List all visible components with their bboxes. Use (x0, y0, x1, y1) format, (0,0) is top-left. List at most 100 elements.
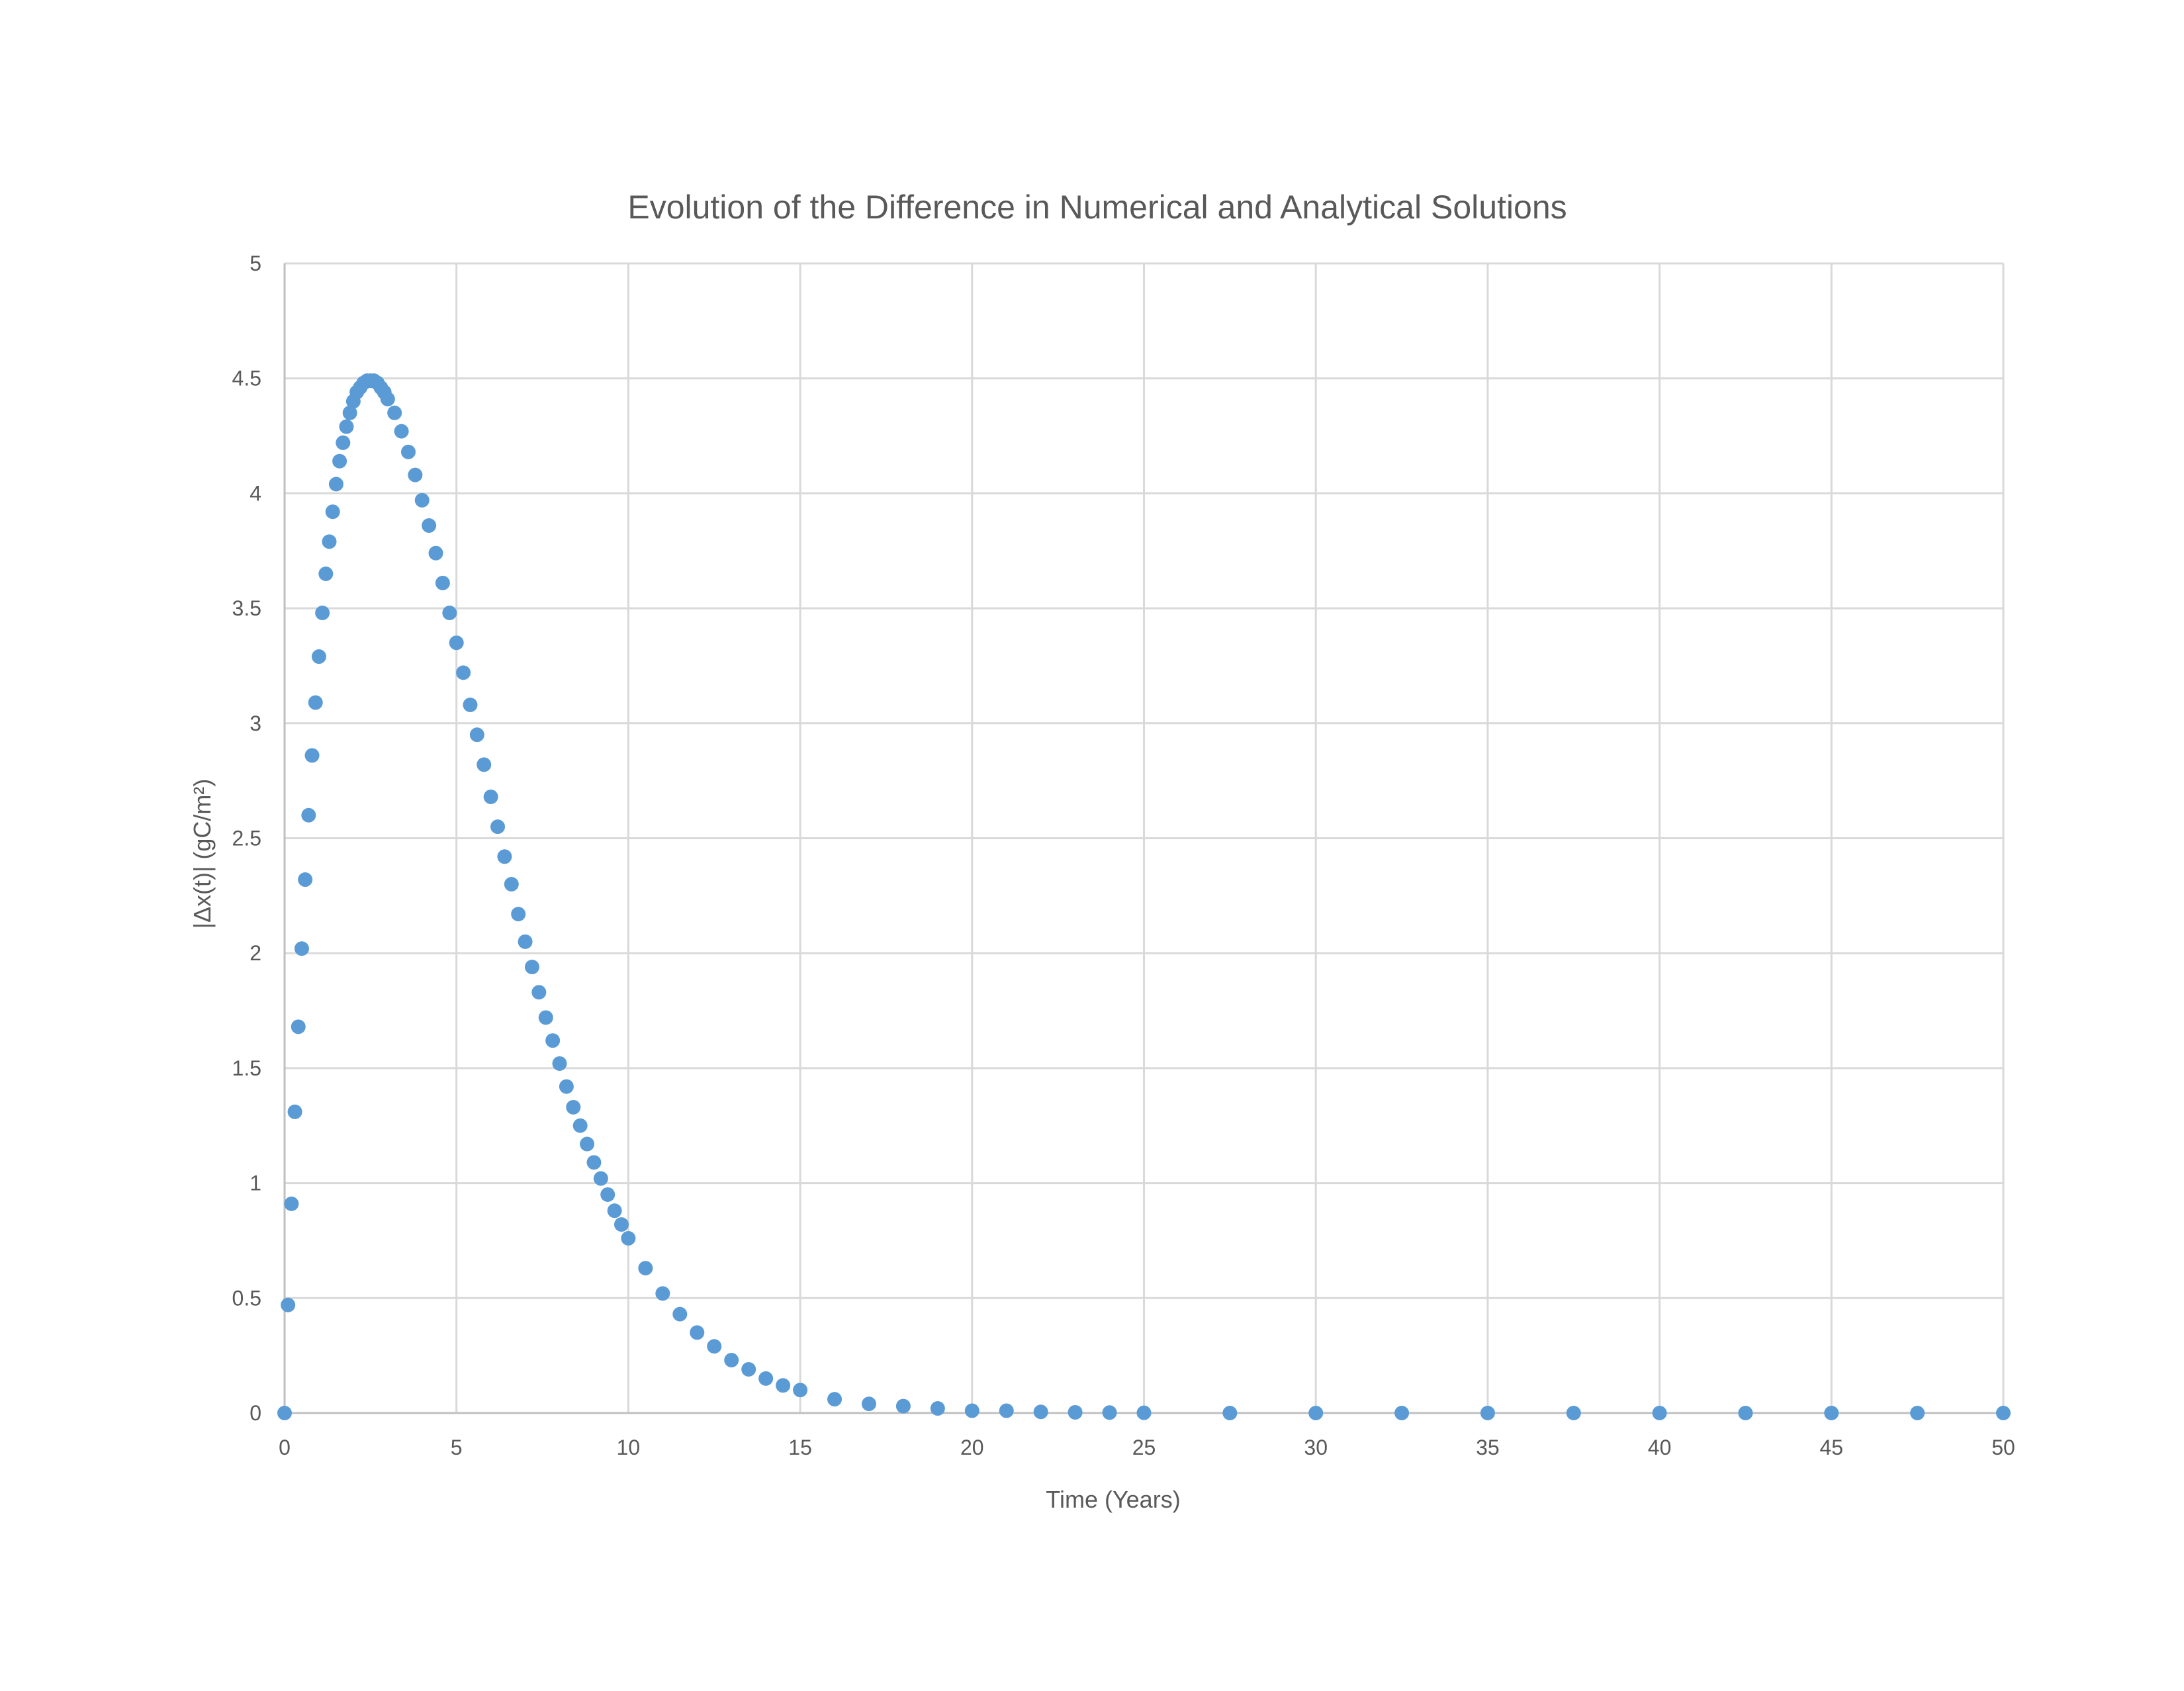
data-point (322, 534, 337, 549)
data-point (301, 807, 316, 823)
y-tick-label: 0.5 (232, 1286, 261, 1310)
y-tick-label: 2.5 (232, 827, 261, 850)
data-point (707, 1339, 722, 1354)
chart-title: Evolution of the Difference in Numerical… (627, 189, 1567, 226)
data-point (1910, 1406, 1925, 1420)
data-point (776, 1378, 791, 1393)
data-point (308, 695, 323, 710)
data-point (408, 467, 423, 482)
data-point (511, 907, 526, 922)
data-point (332, 453, 347, 469)
data-point (394, 424, 409, 439)
data-point (607, 1203, 622, 1218)
data-point (827, 1392, 842, 1407)
data-point (311, 649, 326, 664)
data-point (318, 566, 334, 581)
data-point (524, 960, 539, 975)
data-point (566, 1099, 581, 1115)
data-point (964, 1403, 979, 1418)
data-point (281, 1297, 296, 1312)
y-tick-label: 4.5 (232, 367, 261, 390)
data-point (435, 575, 450, 590)
data-point (497, 849, 512, 864)
data-point (1996, 1406, 2011, 1420)
data-point (504, 876, 519, 891)
y-tick-label: 3.5 (232, 596, 261, 620)
data-point (1102, 1405, 1117, 1420)
gridlines (283, 262, 2005, 1414)
data-point (315, 606, 330, 621)
data-point (1738, 1406, 1753, 1420)
data-point (287, 1104, 302, 1119)
data-point (304, 748, 320, 763)
data-point (1394, 1406, 1410, 1420)
data-point (442, 606, 457, 621)
data-point (545, 1033, 561, 1048)
y-tick-label: 3 (250, 711, 261, 735)
data-point (793, 1383, 808, 1398)
x-tick-label: 10 (617, 1436, 641, 1459)
data-point (422, 518, 437, 533)
data-point (614, 1217, 629, 1232)
data-point (387, 405, 402, 420)
data-point (298, 872, 313, 888)
x-tick-label: 20 (960, 1436, 984, 1459)
x-tick-label: 40 (1648, 1436, 1672, 1459)
x-tick-label: 45 (1820, 1436, 1844, 1459)
data-point (1068, 1404, 1083, 1420)
data-point (342, 405, 357, 420)
y-tick-label: 0 (250, 1401, 261, 1425)
data-point (621, 1230, 636, 1246)
y-tick-label: 4 (250, 481, 261, 505)
data-point (600, 1187, 615, 1202)
data-point (1033, 1404, 1048, 1420)
data-point (580, 1136, 595, 1152)
data-point (277, 1406, 292, 1420)
x-tick-label: 30 (1304, 1436, 1328, 1459)
data-point (895, 1398, 911, 1414)
data-point (999, 1403, 1014, 1418)
data-point (291, 1019, 306, 1034)
data-point (1824, 1406, 1839, 1420)
tick-labels: 0 5 10 15 20 25 30 35 40 45 50 0 0.5 1 1.5 2 2.5 3 3.5 4 4.5… (232, 251, 2015, 1459)
x-tick-label: 15 (788, 1436, 812, 1459)
data-point (1480, 1406, 1495, 1420)
data-point (593, 1171, 608, 1186)
data-point (339, 419, 354, 434)
x-axis-title: Time (Years) (1046, 1486, 1180, 1513)
data-point (758, 1371, 774, 1386)
y-tick-label: 1.5 (232, 1056, 261, 1080)
data-point (672, 1306, 688, 1322)
data-point (1308, 1406, 1324, 1420)
data-point (861, 1396, 876, 1412)
data-point (559, 1079, 574, 1094)
y-tick-label: 2 (250, 941, 261, 965)
data-point (490, 819, 506, 835)
y-axis-title: |Δx(t)| (gC/m²) (189, 779, 216, 929)
data-point (294, 941, 309, 956)
x-tick-label: 5 (451, 1436, 463, 1459)
data-point (414, 492, 430, 508)
data-point (400, 444, 416, 459)
data-point (552, 1056, 567, 1071)
data-point (638, 1261, 653, 1276)
y-tick-label: 1 (250, 1171, 261, 1195)
data-point (586, 1155, 602, 1170)
y-tick-label: 5 (250, 251, 261, 275)
data-point (336, 435, 351, 450)
data-point (456, 665, 471, 680)
x-tick-label: 35 (1476, 1436, 1500, 1459)
data-point (477, 757, 492, 772)
data-point (1222, 1406, 1238, 1420)
data-point (380, 391, 395, 406)
data-point (655, 1286, 670, 1301)
data-point (518, 934, 533, 949)
data-point (538, 1010, 553, 1025)
data-point (690, 1325, 705, 1340)
x-tick-label: 25 (1132, 1436, 1156, 1459)
x-tick-label: 0 (279, 1436, 291, 1459)
data-point (284, 1196, 299, 1211)
data-point (531, 985, 547, 1000)
